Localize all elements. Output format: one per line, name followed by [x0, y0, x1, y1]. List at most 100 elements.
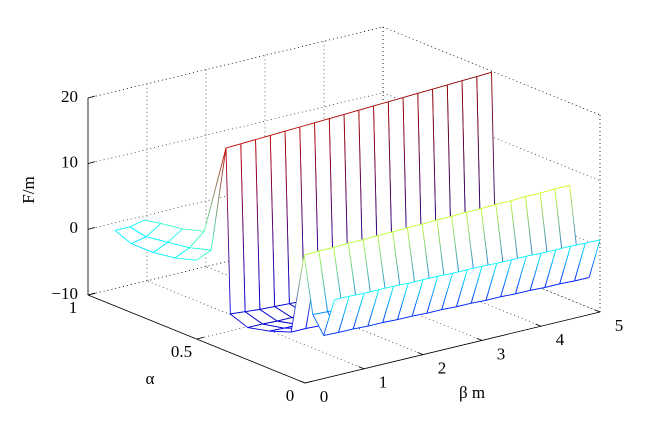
mesh-face	[230, 311, 263, 328]
tick-mark	[417, 352, 424, 355]
mesh-line	[526, 252, 542, 257]
mesh-line	[363, 289, 379, 294]
mesh-line	[470, 266, 483, 304]
mesh-line	[343, 109, 359, 115]
mesh-line	[323, 299, 335, 336]
mesh-line	[245, 309, 260, 313]
mesh-face	[515, 253, 541, 294]
mesh-line	[437, 272, 453, 277]
mesh-line	[262, 323, 285, 329]
mesh-line	[378, 285, 394, 291]
mesh-face	[451, 212, 476, 286]
mesh-line	[525, 192, 541, 198]
mesh-line	[167, 228, 183, 243]
mesh-line	[412, 312, 427, 317]
mesh-line	[352, 293, 365, 330]
mesh-line	[544, 283, 560, 288]
mesh-line	[441, 306, 457, 311]
mesh-line	[269, 135, 276, 307]
mesh-face	[412, 276, 438, 317]
mesh-line	[303, 255, 314, 315]
mesh-line	[559, 280, 575, 285]
mesh-line	[284, 131, 290, 304]
mesh-line	[452, 269, 468, 274]
mesh-line	[466, 208, 482, 213]
mesh-line	[270, 130, 286, 136]
x-tick-label: 0	[320, 387, 329, 406]
mesh-line	[174, 257, 197, 261]
box-edge	[87, 26, 384, 99]
mesh-line	[461, 76, 477, 82]
mesh-line	[269, 330, 292, 333]
mesh-line	[480, 204, 496, 210]
mesh-face	[495, 200, 520, 277]
mesh-line	[455, 269, 468, 307]
mesh-line	[323, 332, 339, 336]
mesh-line	[447, 80, 463, 86]
mesh-line	[382, 319, 398, 323]
tick-mark	[535, 323, 542, 327]
tick-mark	[594, 309, 601, 313]
mesh-line	[500, 259, 512, 297]
mesh-face	[466, 208, 490, 283]
mesh-face	[441, 269, 468, 310]
tick-mark	[87, 226, 96, 230]
mesh-line	[247, 327, 270, 332]
mesh-line	[329, 113, 345, 120]
mesh-line	[312, 314, 325, 336]
mesh-line	[515, 289, 531, 295]
mesh-line	[115, 226, 130, 231]
mesh-line	[539, 188, 555, 194]
mesh-line	[554, 184, 570, 190]
mesh-line	[114, 230, 132, 245]
mesh-line	[230, 311, 246, 315]
mesh-line	[441, 273, 453, 310]
x-axis-label: β m	[459, 383, 485, 402]
mesh-line	[530, 286, 545, 291]
mesh-face	[348, 239, 372, 306]
tick-mark	[299, 380, 306, 384]
mesh-face	[500, 256, 527, 297]
mesh-line	[540, 249, 556, 254]
mesh-line	[299, 122, 315, 128]
z-tick-label: 20	[61, 87, 78, 106]
mesh-face	[436, 216, 461, 289]
mesh-line	[348, 239, 364, 244]
mesh-face	[189, 148, 226, 251]
mesh-line	[203, 147, 227, 232]
mesh-face	[559, 243, 586, 284]
mesh-line	[397, 315, 413, 321]
mesh-face	[397, 279, 423, 320]
mesh-line	[255, 139, 261, 310]
mesh-line	[338, 328, 354, 333]
mesh-face	[392, 227, 417, 298]
mesh-face	[363, 235, 387, 303]
mesh-line	[451, 211, 467, 217]
mesh-face	[530, 249, 556, 291]
mesh-line	[436, 216, 452, 221]
z-axis-label: F/m	[19, 176, 38, 203]
mesh-line	[574, 276, 590, 282]
mesh-line	[432, 84, 448, 90]
mesh-line	[402, 92, 418, 98]
mesh-line	[467, 265, 483, 271]
mesh-line	[393, 282, 409, 287]
mesh-line	[367, 322, 383, 327]
mesh-line	[312, 311, 328, 316]
mesh-face	[270, 131, 290, 307]
mesh-line	[247, 323, 263, 329]
mesh-line	[353, 325, 368, 330]
mesh-line	[196, 249, 212, 261]
mesh-line	[305, 325, 321, 329]
mesh-face	[574, 239, 600, 281]
mesh-line	[485, 263, 498, 301]
mesh-face	[510, 196, 535, 275]
mesh-line	[145, 223, 162, 238]
mesh-line	[456, 302, 472, 308]
x-tick-label: 3	[497, 344, 506, 363]
mesh-line	[588, 239, 601, 278]
mesh-face	[540, 188, 564, 269]
mesh-line	[496, 259, 512, 264]
mesh-line	[303, 250, 319, 256]
